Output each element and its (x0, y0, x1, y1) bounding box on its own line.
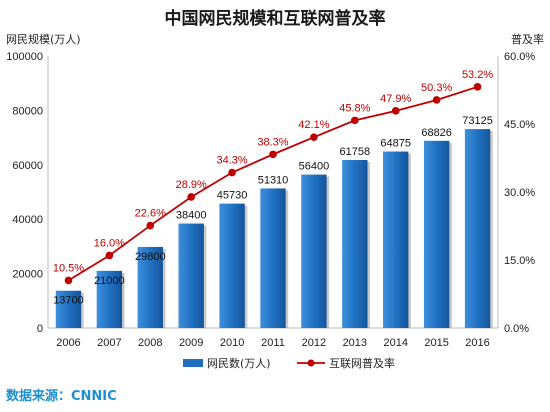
bar-value-label: 13700 (53, 295, 84, 307)
legend-line-label: 互联网普及率 (329, 356, 395, 370)
line-value-label: 38.3% (257, 136, 288, 148)
y-right-tick-label: 30.0% (504, 187, 535, 199)
x-tick-label: 2009 (179, 337, 203, 349)
bar-value-label: 38400 (176, 210, 207, 222)
line-point (228, 168, 236, 177)
line-point (64, 276, 73, 285)
line-value-label: 42.1% (298, 119, 329, 131)
x-tick-label: 2011 (261, 337, 285, 349)
line-value-label: 34.3% (216, 155, 247, 167)
bar-value-label: 45730 (217, 190, 248, 202)
line-value-label: 53.2% (462, 69, 493, 81)
x-axis: 2006 2007 2008 2009 2010 2011 2012 2013 2014 2015… (56, 337, 490, 349)
legend-bar-swatch (183, 359, 203, 367)
x-tick-label: 2014 (383, 337, 407, 349)
line-point (473, 83, 482, 91)
y-left-tick-label: 0 (37, 323, 43, 335)
bar (137, 246, 163, 328)
bar-value-label: 68826 (421, 127, 452, 139)
y-axis-right-title: 普及率 (511, 32, 544, 46)
bar-value-label: 64875 (380, 138, 411, 150)
line-point (351, 116, 359, 125)
bar (55, 290, 82, 328)
y-right-tick-label: 45.0% (504, 119, 535, 131)
y-axis-left: 0 20000 40000 60000 80000 100000 (6, 51, 43, 335)
y-left-tick-label: 20000 (12, 269, 43, 281)
bar-value-label: 21000 (94, 275, 125, 287)
line-value-label: 50.3% (421, 82, 452, 94)
y-left-tick-label: 100000 (6, 51, 43, 63)
line-point (391, 107, 400, 115)
line-point (432, 96, 441, 104)
bar (464, 129, 491, 328)
x-tick-label: 2008 (138, 337, 162, 349)
line-points (64, 83, 482, 285)
bar-value-label: 56400 (299, 161, 330, 173)
bar-value-label: 29800 (135, 251, 166, 263)
bar (423, 140, 450, 328)
bar (342, 160, 368, 328)
y-axis-right: 0.0% 15.0% 30.0% 45.0% 60.0% (504, 51, 535, 335)
bar-value-label: 73125 (462, 115, 493, 127)
line-point (269, 150, 277, 159)
y-axis-left-title: 网民规模(万人) (6, 32, 81, 46)
bar (383, 151, 409, 328)
line-point (310, 133, 318, 141)
source-note: 数据来源：CNNIC (6, 388, 117, 404)
x-tick-label: 2013 (343, 337, 367, 349)
line-value-label: 28.9% (176, 179, 207, 191)
line-value-label: 22.6% (135, 208, 166, 220)
line-value-label: 10.5% (53, 262, 84, 274)
line-value-label: 47.9% (380, 93, 411, 105)
y-right-tick-label: 15.0% (504, 255, 535, 267)
y-left-tick-label: 60000 (12, 160, 43, 172)
bar (301, 174, 327, 328)
line-point (146, 221, 155, 230)
y-left-tick-label: 80000 (12, 105, 43, 117)
x-tick-label: 2016 (465, 337, 489, 349)
x-tick-label: 2006 (56, 337, 80, 349)
bars (55, 129, 493, 328)
bar (96, 270, 123, 328)
bar (178, 223, 204, 328)
x-tick-label: 2012 (302, 337, 326, 349)
x-tick-label: 2007 (97, 337, 121, 349)
bar-value-label: 51310 (258, 174, 289, 186)
x-tick-label: 2010 (220, 337, 244, 349)
bar (219, 203, 245, 328)
bar (260, 188, 286, 328)
bar-labels: 13700 21000 29800 38400 45730 51310 56400 61758… (53, 115, 493, 307)
line-value-label: 16.0% (94, 237, 125, 249)
legend-line-marker (307, 359, 315, 367)
line-labels: 10.5% 16.0% 22.6% 28.9% 34.3% 38.3% 42.1% 45.8%… (53, 69, 494, 275)
y-right-tick-label: 60.0% (504, 51, 535, 63)
chart-title: 中国网民规模和互联网普及率 (165, 8, 386, 29)
line-point (105, 251, 114, 260)
bar-value-label: 61758 (340, 146, 371, 158)
y-right-tick-label: 0.0% (504, 323, 529, 335)
line-value-label: 45.8% (339, 102, 370, 114)
line-point (187, 193, 195, 201)
y-left-tick-label: 40000 (12, 214, 43, 226)
legend-bar-label: 网民数(万人) (207, 357, 271, 370)
legend: 网民数(万人) 互联网普及率 (183, 356, 395, 370)
x-tick-label: 2015 (424, 337, 448, 349)
